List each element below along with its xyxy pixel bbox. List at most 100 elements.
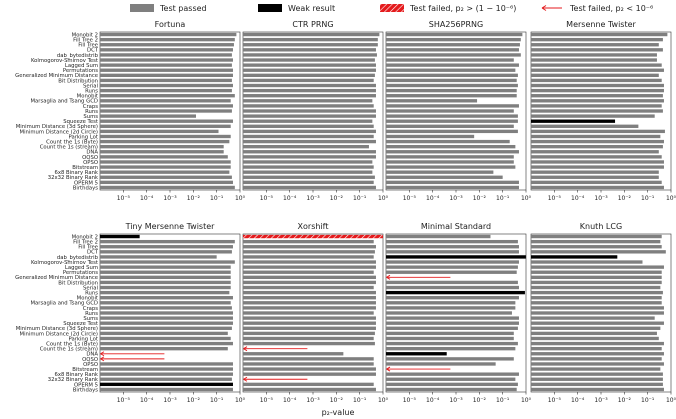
bar <box>243 114 376 118</box>
bar <box>386 139 510 144</box>
bar <box>100 58 233 62</box>
bar <box>531 245 662 249</box>
bar <box>243 134 374 139</box>
test-label: Serial <box>83 285 98 291</box>
x-tick-label: 10⁻⁵ <box>117 397 131 404</box>
x-tick-label: 10⁻¹ <box>496 195 510 202</box>
test-label: Monobit 2 <box>72 234 98 240</box>
bar <box>531 336 659 341</box>
x-tick-label: 10⁻⁵ <box>403 397 417 404</box>
bar <box>386 255 526 259</box>
x-tick-label: 10⁻⁴ <box>140 397 154 404</box>
bar <box>386 68 516 72</box>
bar <box>100 245 233 249</box>
bar <box>531 290 663 295</box>
bar <box>243 260 376 264</box>
x-tick-label: 10⁻² <box>330 195 344 202</box>
test-label: Fill Tree 2 <box>73 38 98 44</box>
bar <box>386 270 517 274</box>
bar <box>100 109 232 113</box>
bar <box>386 144 516 149</box>
test-label: Sums <box>83 316 98 322</box>
bar <box>243 63 376 67</box>
x-tick-label: 10⁻⁴ <box>571 195 585 202</box>
bar <box>386 58 514 62</box>
x-tick-label: 10⁰ <box>378 195 389 202</box>
bar <box>243 265 376 269</box>
panel-title: CTR PRNG <box>292 20 333 29</box>
test-label: Squeeze Test <box>63 321 98 327</box>
bar <box>243 94 376 98</box>
bar <box>531 382 663 387</box>
bar <box>243 326 376 330</box>
x-tick-label: 10⁻² <box>473 195 487 202</box>
bar <box>100 144 224 149</box>
fail-arrowhead <box>100 351 105 357</box>
test-label: Lagged Sum <box>65 63 98 69</box>
bar <box>531 155 662 159</box>
bar <box>531 301 662 305</box>
bar <box>243 285 374 290</box>
bar <box>243 382 374 387</box>
bar <box>531 341 664 346</box>
bar <box>243 165 374 169</box>
test-label: Kolmogorov-Smirnov Test <box>31 58 98 64</box>
bar <box>243 58 375 62</box>
panel-title: SHA256PRNG <box>429 20 483 29</box>
bar <box>386 119 518 123</box>
bar <box>531 346 662 351</box>
x-tick-label: 10⁻² <box>473 397 487 404</box>
bar <box>243 321 376 325</box>
legend-item-fail_low: Test failed, p₂ < 10⁻⁶ <box>541 4 653 13</box>
x-tick-label: 10⁻¹ <box>641 195 655 202</box>
bar <box>531 37 663 42</box>
test-label: Minimum Distance (2d Circle) <box>20 331 99 337</box>
bar <box>386 352 447 356</box>
bar <box>243 387 376 392</box>
bar <box>100 326 232 330</box>
test-label: Count the 1s (Byte) <box>46 341 98 347</box>
legend-swatch <box>130 4 154 12</box>
bar <box>531 260 643 264</box>
x-tick-label: 10⁻² <box>618 397 632 404</box>
x-tick-label: 10⁰ <box>378 397 389 404</box>
bar <box>531 306 664 310</box>
bar <box>100 265 231 269</box>
test-label: Permutations <box>63 270 98 276</box>
x-tick-label: 10⁻¹ <box>496 397 510 404</box>
x-tick-label: 10⁻⁵ <box>403 195 417 202</box>
bar <box>386 63 519 67</box>
bar <box>243 53 377 57</box>
x-tick-label: 10⁻² <box>618 195 632 202</box>
test-label: Runs <box>85 291 98 297</box>
test-label: Fill Tree 2 <box>73 240 98 246</box>
test-label: OQSO <box>82 357 98 363</box>
test-label: 6x8 Binary Rank <box>55 372 99 378</box>
test-label: Parking Lot <box>69 134 99 140</box>
bar <box>531 372 663 376</box>
bar <box>531 78 662 83</box>
bar <box>243 73 375 78</box>
bar <box>100 285 231 290</box>
bar <box>386 321 519 325</box>
bar <box>243 352 344 356</box>
bar <box>243 250 375 254</box>
bar <box>100 280 231 285</box>
bar <box>386 296 519 300</box>
bar <box>531 175 659 179</box>
bar <box>386 165 516 169</box>
bar <box>243 43 378 47</box>
bar <box>386 306 516 310</box>
bar <box>386 234 491 239</box>
test-label: 32x32 Binary Rank <box>48 377 99 383</box>
bar <box>386 336 514 341</box>
bar <box>531 250 666 254</box>
legend-item-fail_high: Test failed, p₂ > (1 − 10⁻⁶) <box>380 4 516 13</box>
bar <box>386 260 519 264</box>
bar <box>386 160 514 164</box>
test-label: Generalized Minimum Distance <box>15 73 98 79</box>
bar <box>386 155 514 159</box>
test-label: Monobit <box>77 94 98 100</box>
test-label: Count the 1s (Byte) <box>46 139 98 145</box>
bar <box>386 357 514 361</box>
